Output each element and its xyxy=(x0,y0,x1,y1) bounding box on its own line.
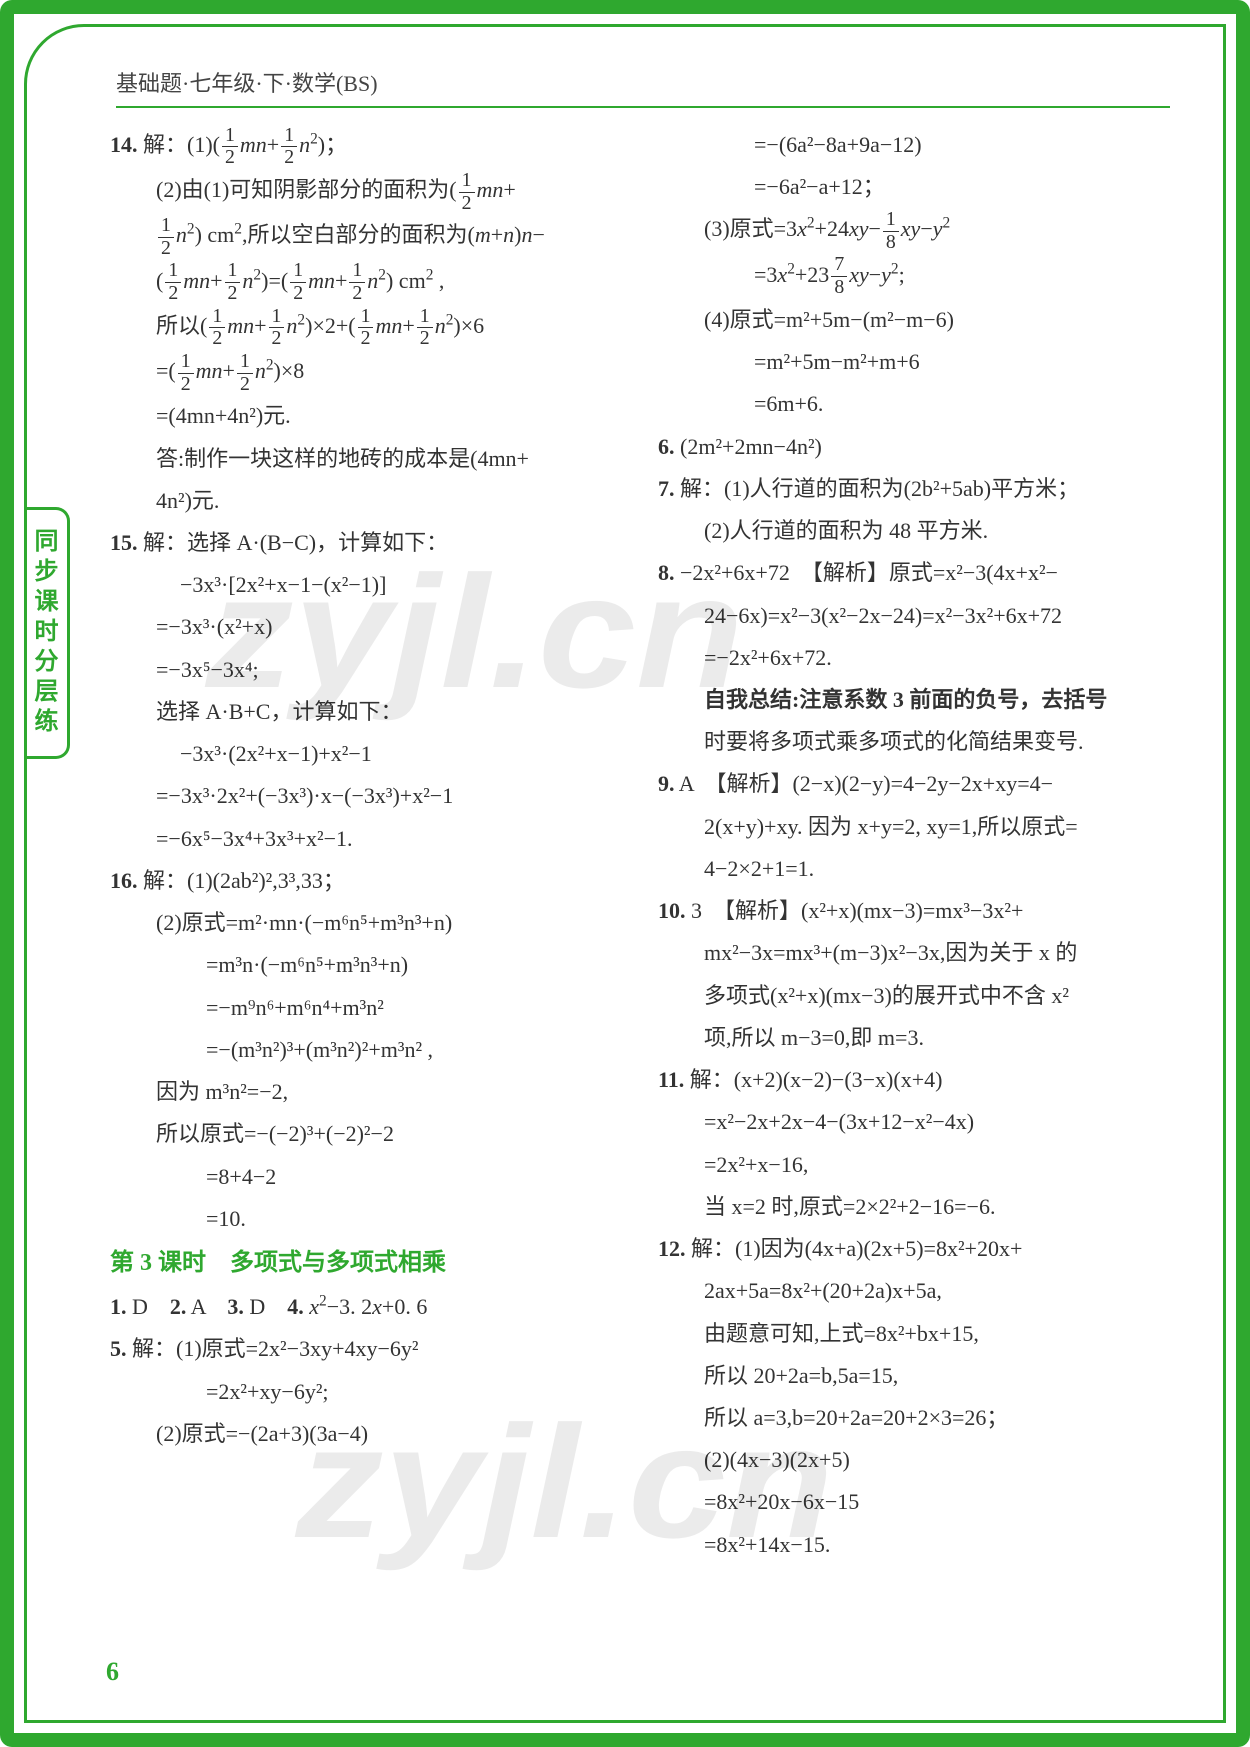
l14-2c: (12mn+12n2)=(12mn+12n2) cm2 , xyxy=(110,260,622,305)
r11-3: =2x²+x−16, xyxy=(658,1144,1170,1186)
r9-2: 2(x+y)+xy. 因为 x+y=2, xy=1,所以原式= xyxy=(658,806,1170,848)
r-e: (4)原式=m²+5m−(m²−m−6) xyxy=(658,299,1170,341)
right-column: =−(6a²−8a+9a−12) =−6a²−a+12； (3)原式=3x2+2… xyxy=(658,124,1170,1566)
l16-7: 所以原式=−(−2)³+(−2)²−2 xyxy=(110,1113,622,1155)
l16-6: 因为 m³n²=−2, xyxy=(110,1071,622,1113)
r-f: =m²+5m−m²+m+6 xyxy=(658,341,1170,383)
r9-1: A 【解析】(2−x)(2−y)=4−2y−2x+xy=4− xyxy=(679,771,1053,796)
r12-7: =8x²+20x−6x−15 xyxy=(658,1481,1170,1523)
l15-3: =−3x³·(x²+x) xyxy=(110,606,622,648)
l15-7: =−3x³·2x²+(−3x³)·x−(−3x³)+x²−1 xyxy=(110,775,622,817)
bottom-row-1-4: 1. D 2. A 3. D 4. x2−3. 2x+0. 6 xyxy=(110,1286,622,1328)
l16-9: =10. xyxy=(110,1198,622,1240)
b5-3: (2)原式=−(2a+3)(3a−4) xyxy=(110,1413,622,1455)
r10-3: 多项式(x²+x)(mx−3)的展开式中不含 x² xyxy=(658,975,1170,1017)
r11-1: 解：(x+2)(x−2)−(3−x)(x+4) xyxy=(690,1067,943,1092)
l15-2: −3x³·[2x²+x−1−(x²−1)] xyxy=(110,564,622,606)
r8-2: 24−6x)=x²−3(x²−2x−24)=x²−3x²+6x+72 xyxy=(658,595,1170,637)
r12-8: =8x²+14x−15. xyxy=(658,1524,1170,1566)
l16-2: (2)原式=m²·mn·(−m⁶n⁵+m³n³+n) xyxy=(110,902,622,944)
r8-sum1: 自我总结:注意系数 3 前面的负号，去括号 xyxy=(658,679,1170,721)
l15-1: 解：选择 A·(B−C)，计算如下： xyxy=(143,530,448,555)
l15-4: =−3x⁵−3x⁴; xyxy=(110,649,622,691)
r7-2: (2)人行道的面积为 48 平方米. xyxy=(658,510,1170,552)
r12-2: 2ax+5a=8x²+(20+2a)x+5a, xyxy=(658,1270,1170,1312)
r-g: =6m+6. xyxy=(658,383,1170,425)
r10-2: mx²−3x=mx³+(m−3)x²−3x,因为关于 x 的 xyxy=(658,932,1170,974)
l16-1: 解：(1)(2ab²)²,3³,33； xyxy=(143,868,345,893)
r10-4: 项,所以 m−3=0,即 m=3. xyxy=(658,1017,1170,1059)
page-header: 基础题·七年级·下·数学(BS) xyxy=(116,66,1170,108)
b5-2: =2x²+xy−6y²; xyxy=(110,1371,622,1413)
r8-3: =−2x²+6x+72. xyxy=(658,637,1170,679)
l16-3: =m³n·(−m⁶n⁵+m³n³+n) xyxy=(110,944,622,986)
l14-2a: (2)由(1)可知阴影部分的面积为(12mn+ xyxy=(110,169,622,214)
l14-2b: 12n2) cm2,所以空白部分的面积为(m+n)n− xyxy=(110,214,622,259)
item-6-num: 6. xyxy=(658,434,675,459)
side-tab: 同步课时分层练 xyxy=(24,507,70,759)
l16-8: =8+4−2 xyxy=(110,1156,622,1198)
page-number: 6 xyxy=(106,1657,119,1687)
item-9-num: 9. xyxy=(658,771,675,796)
r-d: =3x2+2378xy−y2; xyxy=(658,254,1170,299)
r-a: =−(6a²−8a+9a−12) xyxy=(658,124,1170,166)
r9-3: 4−2×2+1=1. xyxy=(658,848,1170,890)
item-7-num: 7. xyxy=(658,476,675,501)
r12-5: 所以 a=3,b=20+2a=20+2×3=26； xyxy=(658,1397,1170,1439)
r11-2: =x²−2x+2x−4−(3x+12−x²−4x) xyxy=(658,1101,1170,1143)
r12-6: (2)(4x−3)(2x+5) xyxy=(658,1439,1170,1481)
item-10-num: 10. xyxy=(658,898,686,923)
l15-8: =−6x⁵−3x⁴+3x³+x²−1. xyxy=(110,818,622,860)
r12-4: 所以 20+2a=b,5a=15, xyxy=(658,1355,1170,1397)
item-12-num: 12. xyxy=(658,1236,686,1261)
page-content: 基础题·七年级·下·数学(BS) 14. 解：(1)(12mn+12n2)； (… xyxy=(46,46,1204,1701)
r8-sum2: 时要将多项式乘多项式的化简结果变号. xyxy=(658,721,1170,763)
item-15-num: 15. xyxy=(110,530,138,555)
l14-2g: 答:制作一块这样的地砖的成本是(4mn+ xyxy=(110,438,622,480)
item-5-num: 5. xyxy=(110,1336,127,1361)
l16-4: =−m⁹n⁶+m⁶n⁴+m³n² xyxy=(110,987,622,1029)
item-16-num: 16. xyxy=(110,868,138,893)
l14-2h: 4n²)元. xyxy=(110,480,622,522)
r11-4: 当 x=2 时,原式=2×2²+2−16=−6. xyxy=(658,1186,1170,1228)
r-c: (3)原式=3x2+24xy−18xy−y2 xyxy=(658,208,1170,253)
l14-2d: 所以(12mn+12n2)×2+(12mn+12n2)×6 xyxy=(110,305,622,350)
l15-6: −3x³·(2x²+x−1)+x²−1 xyxy=(110,733,622,775)
b5-1: 解：(1)原式=2x²−3xy+4xy−6y² xyxy=(132,1336,418,1361)
item-8-num: 8. xyxy=(658,560,675,585)
r7-1: 解：(1)人行道的面积为(2b²+5ab)平方米； xyxy=(680,476,1079,501)
l14-2f: =(4mn+4n²)元. xyxy=(110,395,622,437)
l15-5: 选择 A·B+C，计算如下： xyxy=(110,691,622,733)
r-b: =−6a²−a+12； xyxy=(658,166,1170,208)
l14-2e: =(12mn+12n2)×8 xyxy=(110,350,622,395)
r10-1: 3 【解析】(x²+x)(mx−3)=mx³−3x²+ xyxy=(691,898,1023,923)
left-column: 14. 解：(1)(12mn+12n2)； (2)由(1)可知阴影部分的面积为(… xyxy=(110,124,622,1566)
item-14-num: 14. xyxy=(110,132,138,157)
item-11-num: 11. xyxy=(658,1067,684,1092)
r12-1: 解：(1)因为(4x+a)(2x+5)=8x²+20x+ xyxy=(691,1236,1022,1261)
r8-1: −2x²+6x+72 【解析】原式=x²−3(4x+x²− xyxy=(680,560,1058,585)
two-columns: 14. 解：(1)(12mn+12n2)； (2)由(1)可知阴影部分的面积为(… xyxy=(110,124,1170,1566)
l16-5: =−(m³n²)³+(m³n²)²+m³n² , xyxy=(110,1029,622,1071)
r12-3: 由题意可知,上式=8x²+bx+15, xyxy=(658,1313,1170,1355)
section-3-title: 第 3 课时 多项式与多项式相乘 xyxy=(110,1240,622,1286)
r6-1: (2m²+2mn−4n²) xyxy=(680,434,822,459)
